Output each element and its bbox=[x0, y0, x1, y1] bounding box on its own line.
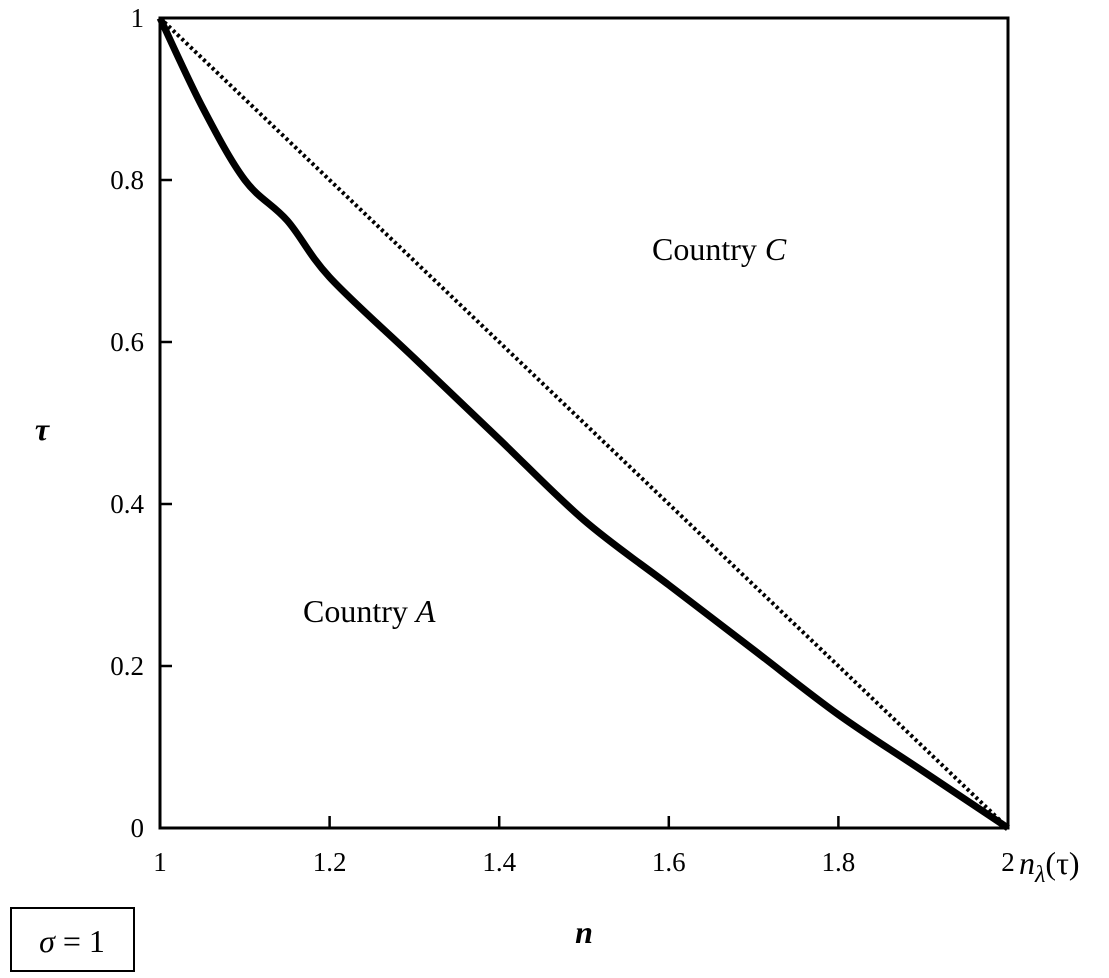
x-tick-label: 2 bbox=[1001, 847, 1015, 877]
series-line-dotted bbox=[158, 16, 1010, 830]
ticks: 1 1.2 1.4 1.6 1.8 2 0 0.2 0.4 0.6 0.8 1 bbox=[110, 3, 1015, 877]
parameter-text: σ = 1 bbox=[39, 923, 105, 959]
y-tick-label: 1 bbox=[131, 3, 145, 33]
region-label-country-c: Country C bbox=[652, 231, 787, 267]
curve-label: nλ(τ) bbox=[1019, 845, 1080, 888]
parameter-box bbox=[10, 907, 135, 972]
x-tick-label: 1.4 bbox=[482, 847, 516, 877]
y-tick-label: 0.6 bbox=[110, 327, 144, 357]
y-tick-label: 0 bbox=[131, 813, 145, 843]
curve-label-sub: λ bbox=[1034, 862, 1045, 888]
parameter-symbol: σ bbox=[39, 923, 56, 959]
y-axis-title: τ bbox=[35, 411, 51, 447]
series-group bbox=[156, 16, 1010, 831]
y-tick-label: 0.2 bbox=[110, 651, 144, 681]
curve-label-base: n bbox=[1019, 845, 1035, 881]
region-c-prefix: Country bbox=[652, 231, 765, 267]
plot-frame bbox=[158, 16, 1010, 830]
y-tick-label: 0.8 bbox=[110, 165, 144, 195]
x-axis-title: n bbox=[575, 914, 593, 950]
region-a-name: A bbox=[414, 593, 436, 629]
y-tick-label: 0.4 bbox=[110, 489, 144, 519]
curve-label-arg: (τ) bbox=[1045, 845, 1079, 881]
series-line-solid bbox=[156, 16, 1010, 831]
region-c-name: C bbox=[765, 231, 787, 267]
x-tick-label: 1 bbox=[153, 847, 167, 877]
region-label-country-a: Country A bbox=[303, 593, 436, 629]
parameter-value: = 1 bbox=[55, 923, 105, 959]
x-tick-label: 1.2 bbox=[313, 847, 347, 877]
x-tick-label: 1.6 bbox=[652, 847, 686, 877]
x-tick-label: 1.8 bbox=[822, 847, 856, 877]
region-a-prefix: Country bbox=[303, 593, 416, 629]
